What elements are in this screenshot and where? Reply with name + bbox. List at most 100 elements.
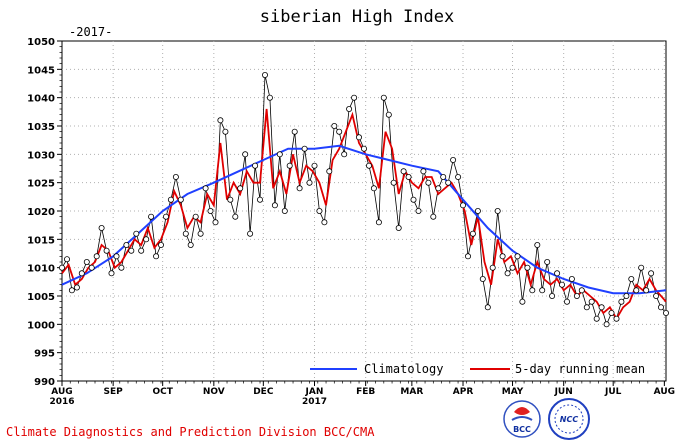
data-point [108, 270, 115, 277]
data-point [643, 287, 650, 294]
bcc-logo: BCC [503, 400, 541, 438]
data-point [410, 196, 417, 203]
y-tick-label: 1045 [27, 65, 55, 76]
y-axis: 990 995 1000 1005 1010 1015 1020 1025 1030 1035 10… [27, 37, 62, 388]
data-point [450, 156, 457, 163]
data-point [430, 213, 437, 220]
grid [62, 41, 666, 381]
chart-subtitle: -2017- [69, 25, 112, 39]
data-point [474, 207, 481, 214]
data-point [544, 258, 551, 265]
data-point [301, 145, 308, 152]
data-point [568, 275, 575, 282]
data-point [242, 151, 249, 158]
data-point [202, 185, 209, 192]
data-point [237, 185, 244, 192]
data-point [351, 94, 358, 101]
data-point [291, 128, 298, 135]
footer-division: Climate Diagnostics and Prediction Divis… [6, 425, 375, 439]
data-point [663, 309, 670, 316]
data-point [360, 145, 367, 152]
data-point [435, 185, 442, 192]
data-point [504, 270, 511, 277]
y-tick-label: 1040 [27, 94, 55, 105]
data-point [469, 230, 476, 237]
series-layer [59, 72, 670, 328]
data-point [247, 230, 254, 237]
data-point [162, 213, 169, 220]
data-point [222, 128, 229, 135]
data-point [618, 298, 625, 305]
x-tick-year-label: 2016 [49, 397, 74, 407]
data-point [93, 253, 100, 260]
data-point [425, 179, 432, 186]
data-point [192, 213, 199, 220]
y-tick-label: 1025 [27, 179, 55, 190]
data-point [341, 151, 348, 158]
y-tick-label: 990 [34, 377, 55, 388]
data-point [559, 281, 566, 288]
data-point [375, 219, 382, 226]
data-point [445, 179, 452, 186]
data-point [464, 253, 471, 260]
data-point [113, 253, 120, 260]
data-point [59, 264, 66, 271]
data-point [633, 287, 640, 294]
data-point [385, 111, 392, 118]
data-point [564, 298, 571, 305]
data-point [73, 284, 80, 291]
data-point [118, 264, 125, 271]
y-tick-label: 1005 [27, 292, 55, 303]
data-point [573, 292, 580, 299]
ncc-logo-text: NCC [560, 415, 579, 424]
data-point [138, 247, 145, 254]
data-point [103, 247, 110, 254]
data-point [148, 213, 155, 220]
y-tick-label: 995 [34, 349, 55, 360]
data-point [207, 207, 214, 214]
data-point [658, 304, 665, 311]
data-point [653, 292, 660, 299]
data-point [326, 168, 333, 175]
data-point [346, 106, 353, 113]
data-point [484, 304, 491, 311]
data-point [256, 196, 263, 203]
legend-label-climatology: Climatology [364, 362, 443, 376]
data-point [153, 253, 160, 260]
data-point [143, 236, 150, 243]
data-point [172, 173, 179, 180]
x-tick-label: JUN [554, 387, 573, 397]
data-point [227, 196, 234, 203]
data-point [217, 117, 224, 124]
data-point [395, 224, 402, 231]
y-tick-label: 1000 [27, 320, 55, 331]
data-point [187, 241, 194, 248]
data-point [380, 94, 387, 101]
data-point [355, 134, 362, 141]
x-tick-label: MAY [502, 387, 524, 397]
data-point [593, 315, 600, 322]
x-tick-label: DEC [253, 387, 274, 397]
data-point [588, 298, 595, 305]
y-tick-label: 1010 [27, 264, 55, 275]
data-point [370, 185, 377, 192]
data-point [534, 241, 541, 248]
data-point [554, 270, 561, 277]
data-point [365, 162, 372, 169]
data-point [286, 162, 293, 169]
data-point [440, 173, 447, 180]
x-tick-label: FEB [356, 387, 375, 397]
x-tick-label: AUG [654, 387, 675, 397]
y-tick-label: 1050 [27, 37, 55, 48]
chart-title: siberian High Index [260, 7, 454, 27]
data-point [331, 123, 338, 130]
data-point [276, 151, 283, 158]
data-point [638, 264, 645, 271]
data-point [613, 315, 620, 322]
ncc-logo: NCC [548, 398, 590, 440]
data-point [78, 270, 85, 277]
plot-area [61, 40, 667, 382]
data-point [509, 264, 516, 271]
data-point [623, 292, 630, 299]
